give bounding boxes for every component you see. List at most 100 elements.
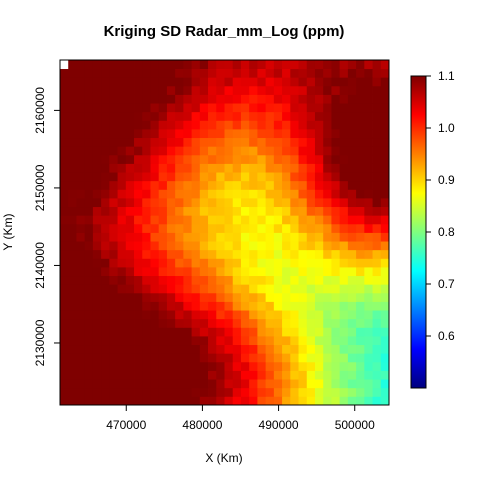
heatmap-cell: [68, 155, 77, 164]
heatmap-cell: [85, 207, 94, 216]
heatmap-cell: [257, 241, 266, 250]
heatmap-cell: [60, 155, 69, 164]
heatmap-cell: [315, 155, 324, 164]
heatmap-cell: [225, 233, 234, 242]
heatmap-cell: [257, 293, 266, 302]
heatmap-cell: [134, 388, 143, 397]
heatmap-cell: [290, 224, 299, 233]
heatmap-cell: [216, 77, 225, 86]
heatmap-cell: [101, 224, 110, 233]
heatmap-cell: [150, 155, 159, 164]
heatmap-cell: [216, 155, 225, 164]
heatmap-cell: [307, 327, 316, 336]
heatmap-cell: [134, 327, 143, 336]
heatmap-cell: [315, 302, 324, 311]
heatmap-cell: [348, 224, 357, 233]
heatmap-cell: [307, 336, 316, 345]
heatmap-cell: [118, 327, 127, 336]
heatmap-cell: [150, 276, 159, 285]
heatmap-cell: [192, 215, 201, 224]
heatmap-cell: [241, 215, 250, 224]
heatmap-cell: [208, 120, 217, 129]
heatmap-cell: [142, 155, 151, 164]
heatmap-cell: [76, 302, 85, 311]
heatmap-cell: [340, 172, 349, 181]
heatmap-cell: [68, 310, 77, 319]
heatmap-cell: [60, 95, 69, 104]
heatmap-cell: [175, 276, 184, 285]
heatmap-cell: [142, 267, 151, 276]
heatmap-cell: [200, 138, 209, 147]
heatmap-cell: [192, 396, 201, 405]
heatmap-cell: [183, 215, 192, 224]
heatmap-cell: [315, 60, 324, 69]
heatmap-cell: [266, 258, 275, 267]
heatmap-cell: [118, 241, 127, 250]
heatmap-cell: [241, 86, 250, 95]
heatmap-cell: [323, 336, 332, 345]
heatmap-cell: [167, 172, 176, 181]
heatmap-cell: [323, 310, 332, 319]
heatmap-cell: [159, 336, 168, 345]
heatmap-cell: [233, 224, 242, 233]
heatmap-cell: [68, 353, 77, 362]
heatmap-cell: [307, 353, 316, 362]
heatmap-cell: [364, 327, 373, 336]
heatmap-cell: [150, 224, 159, 233]
heatmap-cell: [85, 164, 94, 173]
heatmap-cell: [290, 86, 299, 95]
heatmap-cell: [68, 164, 77, 173]
heatmap-cell: [274, 362, 283, 371]
heatmap-cell: [109, 362, 118, 371]
heatmap-cell: [208, 103, 217, 112]
heatmap-cell: [381, 310, 390, 319]
x-tick-label: 480000: [182, 418, 222, 432]
heatmap-cell: [307, 233, 316, 242]
heatmap-cell: [208, 86, 217, 95]
heatmap-cell: [348, 371, 357, 380]
heatmap-cell: [134, 319, 143, 328]
heatmap-cell: [315, 215, 324, 224]
heatmap-cell: [167, 86, 176, 95]
heatmap-cell: [241, 120, 250, 129]
heatmap-cell: [257, 310, 266, 319]
heatmap-cell: [126, 129, 135, 138]
heatmap-cell: [340, 345, 349, 354]
heatmap-cell: [101, 233, 110, 242]
heatmap-cell: [257, 215, 266, 224]
heatmap-cell: [101, 215, 110, 224]
heatmap-cell: [225, 310, 234, 319]
heatmap-cell: [323, 60, 332, 69]
heatmap-cell: [167, 164, 176, 173]
heatmap-cell: [85, 189, 94, 198]
heatmap-cell: [142, 250, 151, 259]
heatmap-cell: [208, 388, 217, 397]
x-tick-label: 490000: [259, 418, 299, 432]
heatmap-cell: [257, 233, 266, 242]
heatmap-cell: [118, 310, 127, 319]
heatmap-cell: [85, 250, 94, 259]
heatmap-cell: [282, 362, 291, 371]
heatmap-cell: [175, 379, 184, 388]
heatmap-cell: [274, 164, 283, 173]
heatmap-cell: [101, 250, 110, 259]
heatmap-cell: [356, 112, 365, 121]
heatmap-cell: [233, 284, 242, 293]
heatmap-cell: [282, 319, 291, 328]
heatmap-cell: [159, 172, 168, 181]
heatmap-cell: [192, 155, 201, 164]
heatmap-cell: [142, 69, 151, 78]
heatmap-cell: [76, 215, 85, 224]
heatmap-cell: [331, 155, 340, 164]
heatmap-cell: [167, 302, 176, 311]
heatmap-cell: [282, 138, 291, 147]
heatmap-cell: [150, 198, 159, 207]
heatmap-cell: [68, 293, 77, 302]
heatmap-cell: [249, 189, 258, 198]
heatmap-cell: [315, 172, 324, 181]
heatmap-cell: [299, 233, 308, 242]
heatmap-cell: [225, 388, 234, 397]
heatmap-cell: [68, 276, 77, 285]
heatmap-cell: [290, 353, 299, 362]
